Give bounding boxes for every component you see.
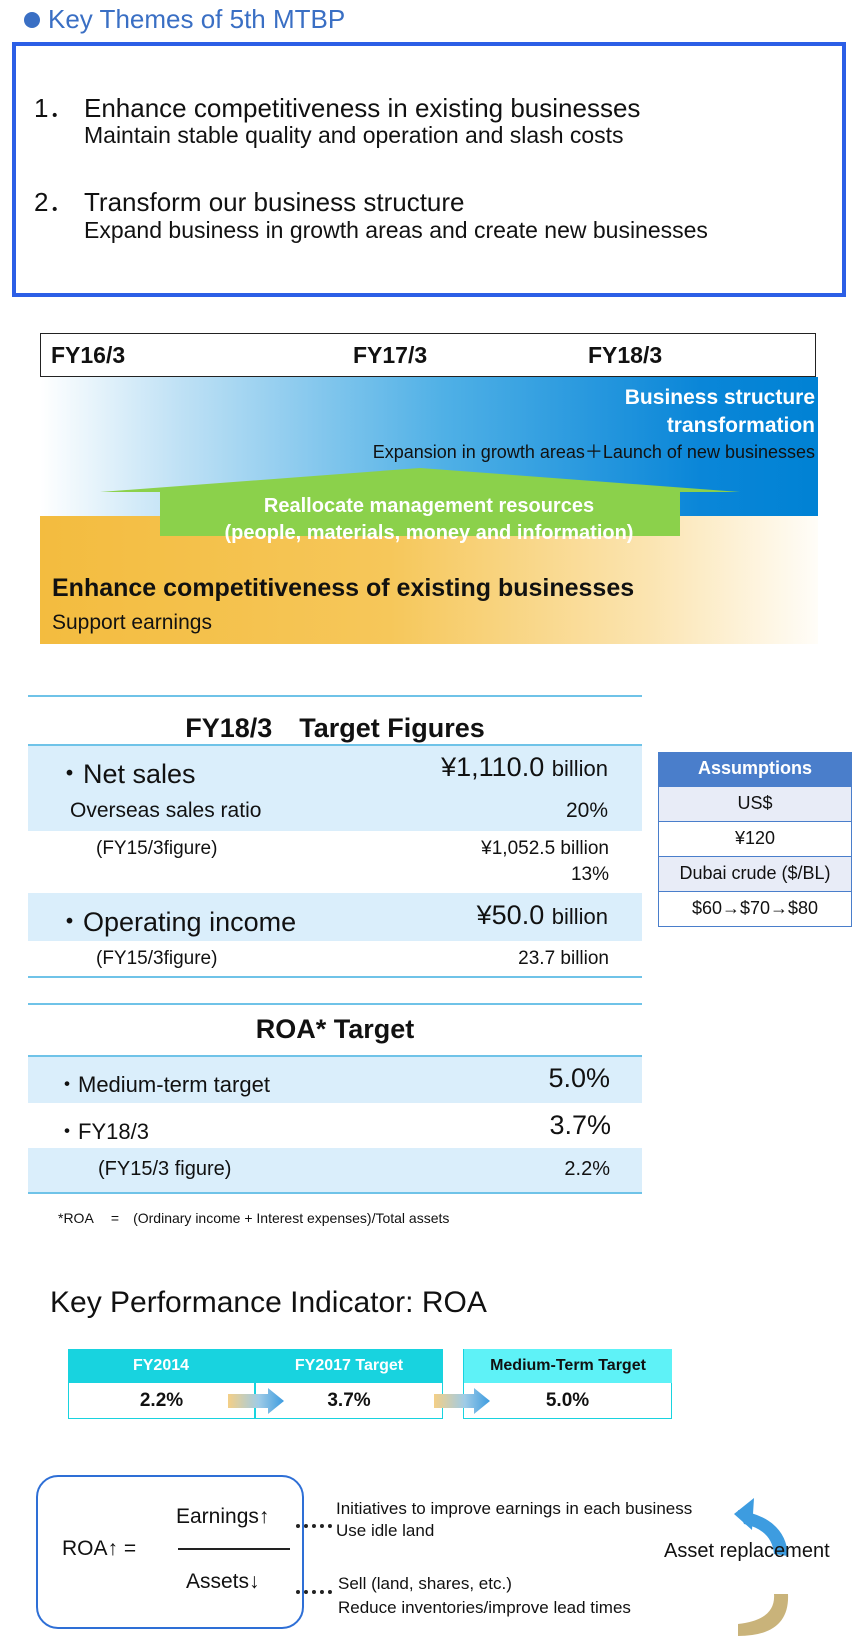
asset-replacement-label: Asset replacement — [664, 1540, 830, 1562]
support-earnings-text: Support earnings — [52, 611, 212, 634]
business-structure-title-line-2: transformation — [666, 414, 815, 437]
net-sales-value: ¥1,110.0 billion — [441, 752, 608, 783]
assets-note-1: Sell (land, shares, etc.) — [338, 1574, 512, 1593]
reallocate-resources-text: Reallocate management resources (people,… — [100, 493, 758, 547]
kpi-title: Key Performance Indicator: ROA — [50, 1286, 487, 1319]
roa-fy15-label: (FY15/3 figure) — [98, 1158, 232, 1180]
assets-dotted-connector — [296, 1590, 332, 1594]
net-sales-unit: billion — [551, 756, 608, 781]
roa-target-title: ROA* Target — [255, 1014, 415, 1044]
business-structure-title: Business structure transformation — [625, 384, 815, 440]
theme-2-text: Transform our business structure — [84, 187, 465, 217]
net-sales-label: ・Net sales — [56, 759, 196, 789]
fy15-sales-label: (FY15/3figure) — [96, 838, 218, 859]
net-sales-amount: ¥1,110.0 — [441, 752, 545, 782]
overseas-ratio-value: 20% — [565, 799, 608, 822]
fy-label-1: FY16/3 — [51, 342, 126, 368]
theme-1-title: 1． Enhance competitiveness in existing bu… — [34, 88, 640, 125]
kpi-divider-1 — [254, 1349, 256, 1419]
arrow-right-icon — [434, 1388, 490, 1414]
operating-income-unit: billion — [551, 904, 608, 929]
roa-medium-value: 5.0% — [548, 1063, 610, 1093]
roa-medium-row: ・Medium-term target 5.0% — [28, 1057, 642, 1103]
roa-header-rule — [28, 1055, 642, 1057]
business-structure-title-line-1: Business structure — [624, 386, 815, 409]
business-structure-subtitle: Expansion in growth areas＋Launch of new … — [372, 442, 815, 462]
reallocate-resources-shape — [100, 468, 740, 536]
theme-2-subtitle: Expand business in growth areas and crea… — [84, 217, 708, 243]
theme-2-number: 2． — [34, 187, 75, 217]
fy-label-3: FY18/3 — [588, 342, 663, 368]
arrow-right-icon — [228, 1388, 284, 1414]
assumptions-table: Assumptions US$ ¥120 Dubai crude ($/BL) … — [658, 752, 852, 927]
fraction-line — [178, 1548, 290, 1550]
fy15-ratio-value: 13% — [570, 864, 609, 885]
theme-2-title: 2． Transform our business structure — [34, 182, 465, 219]
table-bottom-rule — [28, 976, 642, 978]
earnings-note-1: Initiatives to improve earnings in each … — [336, 1499, 693, 1518]
enhance-competitiveness-title: Enhance competitiveness of existing busi… — [52, 574, 635, 602]
roa-top-rule — [28, 1003, 642, 1005]
kpi-header-medium: Medium-Term Target — [464, 1349, 672, 1383]
earnings-dotted-connector — [296, 1524, 332, 1528]
key-themes-box: 1． Enhance competitiveness in existing bu… — [12, 42, 846, 297]
roa-bottom-rule — [28, 1192, 642, 1194]
overseas-ratio-label: Overseas sales ratio — [70, 799, 262, 822]
roa-fy15-value: 2.2% — [564, 1158, 610, 1180]
formula-numerator: Earnings↑ — [176, 1505, 270, 1528]
assumption-currency: US$ — [658, 787, 852, 822]
fy15-op-label: (FY15/3figure) — [96, 948, 218, 969]
roa-fy15-row: (FY15/3 figure) 2.2% — [28, 1148, 642, 1192]
asset-replacement-cycle-icon — [734, 1498, 789, 1636]
assumption-exchange-rate: ¥120 — [658, 822, 852, 857]
kpi-value-medium: 5.0% — [464, 1383, 672, 1419]
roa-fy18-label: ・FY18/3 — [56, 1119, 149, 1144]
fy-label-2: FY17/3 — [353, 342, 428, 368]
theme-1-subtitle: Maintain stable quality and operation an… — [84, 122, 624, 148]
roa-footnote: *ROA = (Ordinary income + Interest expen… — [58, 1210, 450, 1226]
net-sales-row: ・Net sales ¥1,110.0 billion Overseas sal… — [28, 746, 642, 831]
operating-income-amount: ¥50.0 — [476, 900, 545, 930]
theme-1-text: Enhance competitiveness in existing busi… — [84, 93, 641, 123]
kpi-value-fy2017: 3.7% — [256, 1383, 442, 1419]
fy15-op-value: 23.7 billion — [518, 948, 609, 969]
assumption-crude-label: Dubai crude ($/BL) — [658, 857, 852, 892]
theme-1-number: 1． — [34, 93, 75, 123]
roa-fy18-value: 3.7% — [549, 1110, 611, 1140]
kpi-header-fy2014: FY2014 — [68, 1349, 254, 1383]
operating-income-value: ¥50.0 billion — [477, 900, 608, 931]
roa-formula-lhs: ROA↑ = — [62, 1537, 137, 1560]
fiscal-year-bar: FY16/3 FY17/3 FY18/3 — [40, 333, 816, 377]
table-top-rule — [28, 695, 642, 697]
table-header-rule — [28, 744, 642, 746]
roa-formula-box — [36, 1475, 304, 1629]
existing-business-band — [40, 516, 818, 644]
roa-medium-label: ・Medium-term target — [56, 1072, 270, 1097]
earnings-note-2: Use idle land — [336, 1521, 435, 1540]
assumptions-header: Assumptions — [658, 752, 852, 787]
heading-bullet-icon — [24, 12, 40, 28]
assets-note-2: Reduce inventories/improve lead times — [338, 1598, 631, 1617]
operating-income-row: ・Operating income ¥50.0 billion — [28, 893, 642, 941]
operating-income-label: ・Operating income — [56, 907, 297, 937]
fy15-sales-value: ¥1,052.5 billion — [481, 838, 609, 859]
kpi-divider-2 — [442, 1349, 464, 1419]
reallocate-line-2: (people, materials, money and informatio… — [224, 522, 634, 544]
reallocate-line-1: Reallocate management resources — [263, 495, 595, 517]
target-figures-title: FY18/3 Target Figures — [185, 713, 485, 743]
assumption-crude-price: $60→$70→$80 — [658, 892, 852, 927]
formula-denominator: Assets↓ — [186, 1570, 260, 1593]
kpi-header-fy2017: FY2017 Target — [256, 1349, 442, 1383]
key-themes-heading: Key Themes of 5th MTBP — [48, 4, 346, 34]
kpi-value-fy2014: 2.2% — [68, 1383, 254, 1419]
